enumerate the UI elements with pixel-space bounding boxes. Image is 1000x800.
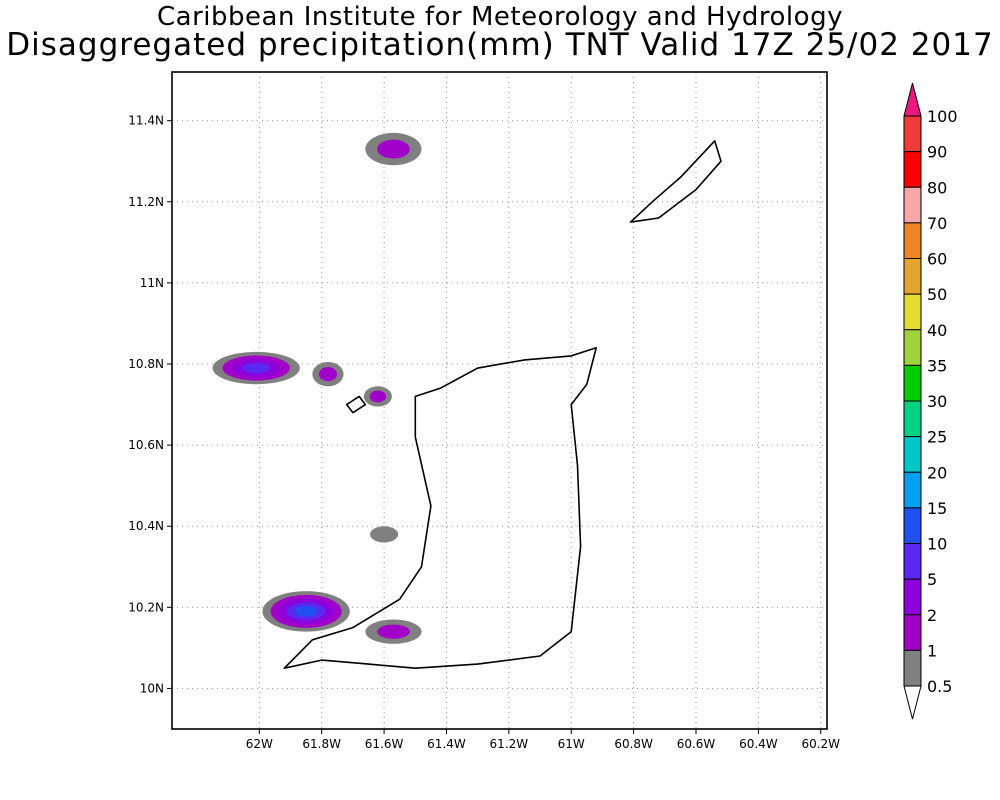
colorbar-label: 90	[927, 143, 947, 162]
colorbar-label: 0.5	[927, 677, 952, 696]
x-tick-label: 60.4W	[739, 737, 778, 751]
colorbar-segment	[903, 614, 922, 651]
y-tick-label: 10.4N	[128, 519, 164, 533]
colorbar-label: 2	[927, 606, 937, 625]
precipitation-cells	[212, 132, 422, 644]
axis-ticks: 62W 61.8W 61.6W 61.4W 61.2W 61W 60.8W 60.6W 60.4…	[128, 114, 840, 751]
chart-subtitle: Disaggregated precipitation(mm) TNT Vali…	[6, 27, 994, 63]
y-tick-label: 11.4N	[128, 114, 164, 128]
colorbar-label: 25	[927, 428, 947, 447]
precip-contour-1	[377, 139, 410, 159]
colorbar-label: 5	[927, 570, 937, 589]
colorbar-label: 1	[927, 641, 937, 660]
colorbar-bottom-arrow	[903, 685, 922, 720]
colorbar-label: 70	[927, 214, 947, 233]
colorbar-segment	[903, 507, 922, 544]
y-tick-label: 11N	[140, 276, 164, 290]
x-tick-label: 61W	[558, 737, 585, 751]
colorbar-segment	[903, 436, 922, 473]
y-tick-label: 10.6N	[128, 438, 164, 452]
x-tick-label: 62W	[246, 737, 273, 751]
precip-contour-1	[377, 624, 410, 639]
colorbar-label: 50	[927, 285, 947, 304]
map-frame	[171, 71, 828, 730]
precip-contour-5	[242, 362, 271, 374]
colorbar-label: 35	[927, 356, 947, 375]
x-tick-label: 61.8W	[302, 737, 341, 751]
x-tick-label: 61.6W	[365, 737, 404, 751]
colorbar-label: 20	[927, 463, 947, 482]
y-tick-label: 10.2N	[128, 600, 164, 614]
colorbar-segment	[903, 222, 922, 259]
y-tick-label: 10N	[140, 681, 164, 695]
colorbar-segment	[903, 543, 922, 580]
precip-contour-10	[294, 606, 318, 617]
map-grid	[172, 72, 827, 729]
colorbar-segment	[903, 471, 922, 509]
precip-contour-1	[318, 367, 338, 382]
colorbar-top-arrow	[903, 82, 922, 117]
x-tick-label: 60.6W	[677, 737, 716, 751]
colorbar-label: 10	[927, 535, 947, 554]
colorbar-segment	[903, 151, 922, 188]
coastline-trinidad	[283, 347, 597, 669]
colorbar-segment	[903, 186, 922, 224]
colorbar-segment	[903, 293, 922, 331]
colorbar-label: 15	[927, 499, 947, 518]
colorbar-segment	[903, 115, 922, 153]
y-tick-label: 11.2N	[128, 195, 164, 209]
colorbar-label: 100	[927, 107, 958, 126]
colorbar-segment	[903, 329, 922, 366]
precip-contour-1	[369, 390, 387, 403]
x-tick-label: 61.2W	[490, 737, 529, 751]
x-tick-label: 61.4W	[427, 737, 466, 751]
coastline-tobago	[629, 140, 722, 223]
colorbar-segment	[903, 578, 922, 616]
colorbar-label: 80	[927, 178, 947, 197]
coastline-chacachacare	[345, 395, 367, 414]
colorbar-label: 30	[927, 392, 947, 411]
chart-title: Caribbean Institute for Meteorology and …	[157, 2, 843, 32]
x-tick-label: 60.2W	[801, 737, 840, 751]
colorbar-label: 60	[927, 250, 947, 269]
colorbar-segment	[903, 649, 922, 687]
precip-contour-0-5	[370, 526, 399, 543]
colorbar-segment	[903, 400, 922, 438]
colorbar-label: 40	[927, 321, 947, 340]
y-tick-label: 10.8N	[128, 357, 164, 371]
colorbar-segment	[903, 364, 922, 402]
colorbar-legend: 100 90 80 70 60 50 40 35 30 25 20 15 10 5 2 1 0.5	[903, 82, 958, 720]
x-tick-label: 60.8W	[614, 737, 653, 751]
coastlines	[283, 140, 722, 669]
colorbar-segment	[903, 258, 922, 295]
